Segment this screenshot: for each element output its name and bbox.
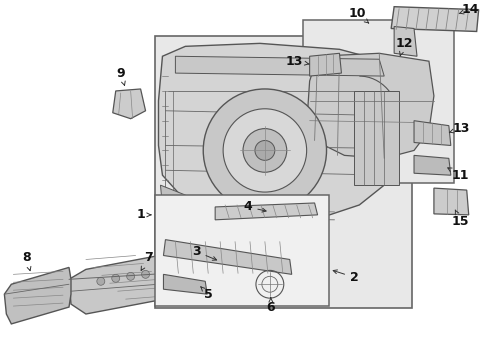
Polygon shape bbox=[113, 89, 145, 119]
Circle shape bbox=[203, 89, 326, 212]
Text: 9: 9 bbox=[116, 67, 125, 85]
Circle shape bbox=[126, 273, 134, 280]
Polygon shape bbox=[433, 188, 468, 215]
Polygon shape bbox=[215, 203, 317, 220]
Circle shape bbox=[156, 269, 164, 276]
Text: 2: 2 bbox=[332, 270, 358, 284]
Polygon shape bbox=[163, 240, 291, 274]
Circle shape bbox=[142, 270, 149, 278]
Text: 11: 11 bbox=[447, 168, 468, 182]
Text: 15: 15 bbox=[451, 210, 468, 228]
Polygon shape bbox=[163, 274, 207, 294]
Circle shape bbox=[254, 140, 274, 160]
Polygon shape bbox=[307, 53, 433, 158]
Text: 7: 7 bbox=[141, 251, 153, 270]
Circle shape bbox=[112, 274, 120, 282]
Text: 4: 4 bbox=[243, 201, 265, 213]
Polygon shape bbox=[309, 53, 341, 76]
Circle shape bbox=[243, 129, 286, 172]
Text: 10: 10 bbox=[348, 7, 368, 23]
Text: 13: 13 bbox=[285, 55, 308, 68]
Bar bbox=[154, 195, 328, 306]
Polygon shape bbox=[354, 91, 398, 185]
Text: 12: 12 bbox=[394, 37, 412, 56]
Bar bbox=[154, 36, 411, 308]
Polygon shape bbox=[4, 267, 71, 324]
Text: 1: 1 bbox=[136, 208, 151, 221]
Polygon shape bbox=[390, 7, 478, 31]
Polygon shape bbox=[160, 185, 188, 215]
Polygon shape bbox=[69, 249, 200, 314]
Bar bbox=[302, 19, 453, 183]
Text: 3: 3 bbox=[192, 245, 216, 260]
Polygon shape bbox=[158, 43, 403, 220]
Text: 13: 13 bbox=[448, 122, 468, 135]
Polygon shape bbox=[413, 121, 450, 145]
Polygon shape bbox=[393, 27, 416, 56]
Circle shape bbox=[97, 277, 104, 285]
Text: 14: 14 bbox=[458, 3, 478, 16]
Text: 6: 6 bbox=[266, 298, 275, 314]
Polygon shape bbox=[175, 56, 384, 76]
Polygon shape bbox=[413, 156, 450, 175]
Text: 8: 8 bbox=[22, 251, 31, 271]
Circle shape bbox=[223, 109, 306, 192]
Text: 5: 5 bbox=[201, 287, 212, 301]
